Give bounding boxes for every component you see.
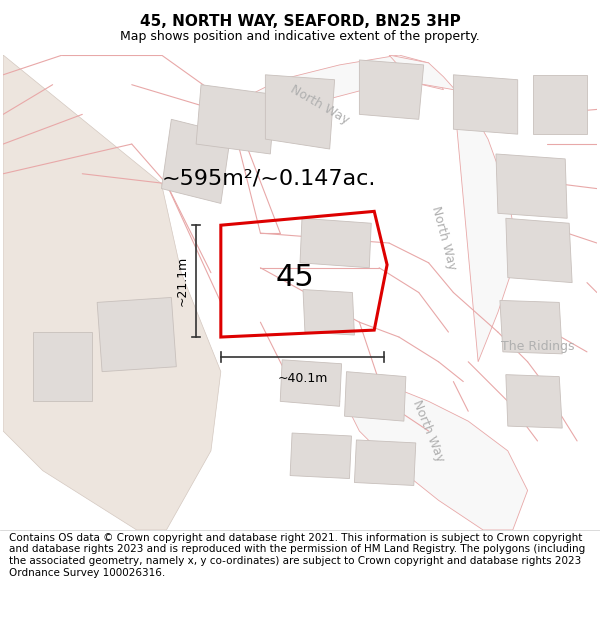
Polygon shape xyxy=(506,374,562,428)
Text: ~595m²/~0.147ac.: ~595m²/~0.147ac. xyxy=(161,169,376,189)
Text: North Way: North Way xyxy=(429,205,458,271)
Polygon shape xyxy=(500,301,562,354)
Polygon shape xyxy=(300,218,371,268)
Polygon shape xyxy=(97,298,176,372)
Text: Contains OS data © Crown copyright and database right 2021. This information is : Contains OS data © Crown copyright and d… xyxy=(9,533,585,578)
Text: ~21.1m: ~21.1m xyxy=(175,256,188,306)
Polygon shape xyxy=(389,55,518,362)
Text: 45, NORTH WAY, SEAFORD, BN25 3HP: 45, NORTH WAY, SEAFORD, BN25 3HP xyxy=(140,14,460,29)
Polygon shape xyxy=(349,381,527,530)
Text: ~40.1m: ~40.1m xyxy=(277,372,328,384)
Polygon shape xyxy=(303,289,355,335)
Text: North Way: North Way xyxy=(288,82,352,126)
Text: North Way: North Way xyxy=(410,398,447,464)
Polygon shape xyxy=(454,75,518,134)
Polygon shape xyxy=(290,433,352,479)
Polygon shape xyxy=(231,55,443,129)
Polygon shape xyxy=(196,84,275,154)
Polygon shape xyxy=(496,154,567,218)
Text: The Ridings: The Ridings xyxy=(501,341,574,353)
Polygon shape xyxy=(359,60,424,119)
Polygon shape xyxy=(355,440,416,486)
Polygon shape xyxy=(280,360,341,406)
Polygon shape xyxy=(33,332,92,401)
Text: Map shows position and indicative extent of the property.: Map shows position and indicative extent… xyxy=(120,30,480,43)
Polygon shape xyxy=(506,218,572,282)
Polygon shape xyxy=(344,372,406,421)
Polygon shape xyxy=(533,75,587,134)
Polygon shape xyxy=(161,119,231,204)
Polygon shape xyxy=(3,55,221,530)
Polygon shape xyxy=(265,75,335,149)
Text: 45: 45 xyxy=(275,263,314,292)
